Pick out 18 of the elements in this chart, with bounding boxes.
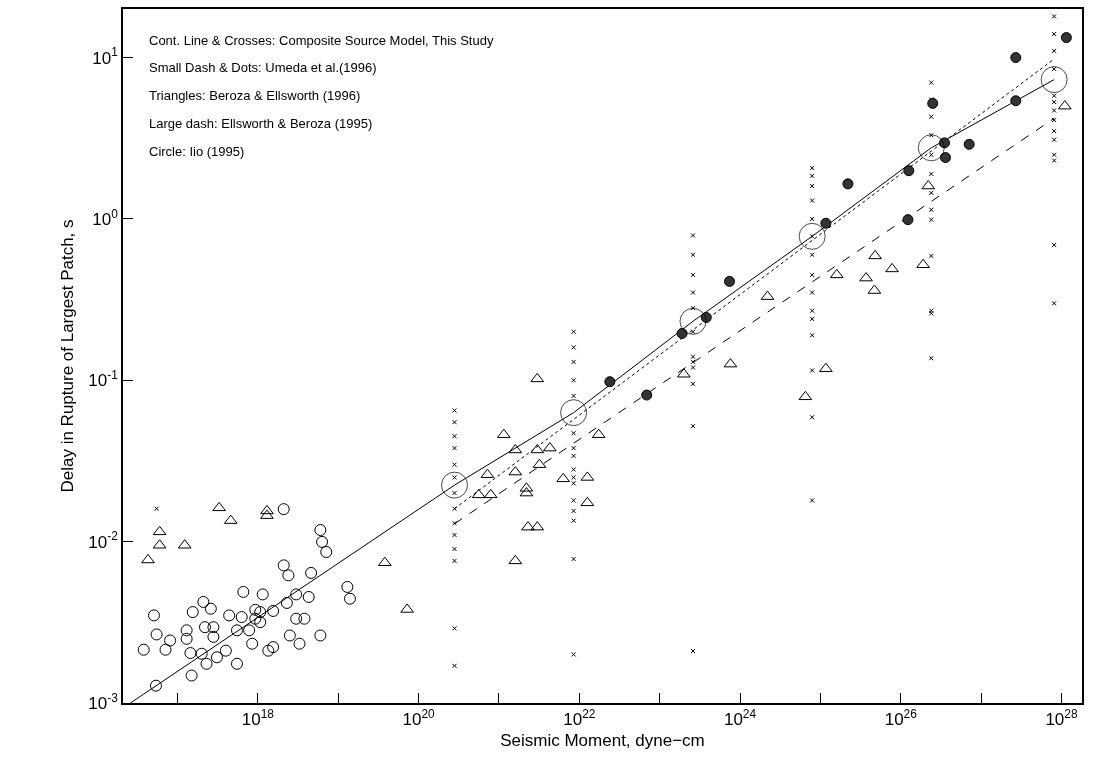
y-tick-label: 10$^{1}$ xyxy=(92,45,119,68)
x-axis-title: Seismic Moment, dyne−cm xyxy=(500,731,705,751)
x-tick-label: 10$^{28}$ xyxy=(1045,707,1078,730)
y-axis-title: Delay in Rupture of Largest Patch, s xyxy=(58,219,78,493)
x-tick-label: 10$^{20}$ xyxy=(402,707,436,730)
annotation: Small Dash & Dots: Umeda et al.(1996) xyxy=(149,60,377,75)
annotation: Cont. Line & Crosses: Composite Source Model, This Study xyxy=(149,33,494,48)
y-tick-label: 10$^{-1}$ xyxy=(88,368,119,391)
annotation: Circle: Iio (1995) xyxy=(149,144,245,159)
annotation: Triangles: Beroza & Ellsworth (1996) xyxy=(149,88,361,103)
x-tick-label: 10$^{22}$ xyxy=(563,707,596,730)
y-tick-label: 10$^{0}$ xyxy=(92,206,119,229)
x-tick-label: 10$^{26}$ xyxy=(884,707,918,730)
y-tick-label: 10$^{-3}$ xyxy=(88,690,119,713)
y-tick-label: 10$^{-2}$ xyxy=(88,529,119,552)
annotation: Large dash: Ellsworth & Beroza (1995) xyxy=(149,116,373,131)
x-tick-label: 10$^{24}$ xyxy=(723,707,757,730)
x-tick-label: 10$^{18}$ xyxy=(241,707,275,730)
